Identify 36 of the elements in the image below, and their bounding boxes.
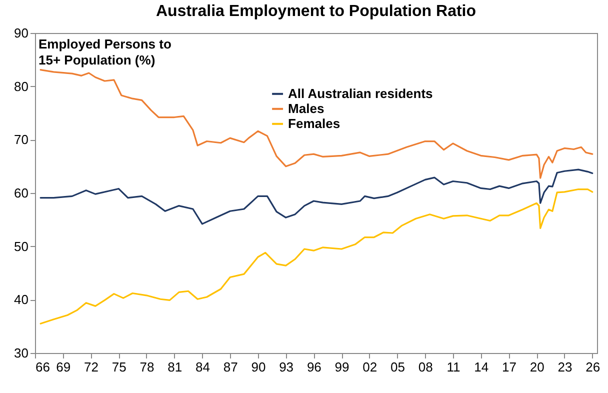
x-tick-label: 69: [56, 360, 71, 374]
x-tick-label: 08: [418, 360, 433, 374]
y-tick-label: 70: [14, 132, 28, 148]
x-tick-label: 14: [474, 360, 489, 374]
y-tick-label: 50: [14, 238, 28, 254]
line-series: [40, 168, 594, 225]
y-tick-label: 80: [14, 78, 28, 94]
x-tick-label: 87: [223, 360, 238, 374]
x-tick-label: 99: [334, 360, 350, 374]
y-tick-label: 40: [14, 292, 28, 308]
x-tick-label: 90: [251, 360, 266, 374]
line-series: [40, 188, 594, 324]
legend-label: Males: [288, 100, 324, 116]
x-tick-label: 23: [558, 360, 572, 374]
x-tick-label: 17: [502, 360, 516, 374]
x-tick-label: 84: [195, 360, 210, 374]
x-tick-label: 66: [36, 360, 50, 374]
y-tick-label: 60: [14, 186, 28, 200]
x-tick-label: 81: [168, 360, 182, 374]
legend-label: Females: [288, 116, 340, 131]
x-tick-label: 11: [446, 360, 460, 374]
x-tick-label: 20: [530, 360, 544, 374]
x-tick-label: 05: [390, 360, 406, 374]
x-tick-label: 78: [140, 360, 154, 374]
x-tick-label: 93: [279, 360, 294, 374]
x-tick-label: 72: [84, 360, 98, 374]
x-tick-label: 02: [362, 360, 378, 374]
x-tick-label: 75: [112, 360, 126, 374]
x-tick-label: 26: [586, 360, 600, 374]
legend-label: All Australian residents: [288, 86, 433, 101]
chart-title: Australia Employment to Population Ratio: [156, 3, 476, 20]
line-series: [40, 69, 594, 179]
y-tick-label: 30: [14, 346, 28, 360]
y-axis-title: Employed Persons to 15+ Population (%): [38, 36, 172, 68]
y-tick-label: 90: [14, 26, 28, 40]
x-tick-label: 96: [306, 360, 322, 374]
